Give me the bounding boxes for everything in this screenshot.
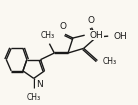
Text: O: O [60,22,67,31]
Text: CH₃: CH₃ [102,57,116,66]
Text: CH₃: CH₃ [40,31,55,40]
Text: OH: OH [90,31,103,40]
Text: OH: OH [113,32,127,41]
Text: O: O [87,16,94,25]
Text: CH₃: CH₃ [27,93,41,102]
Text: N: N [36,80,42,89]
